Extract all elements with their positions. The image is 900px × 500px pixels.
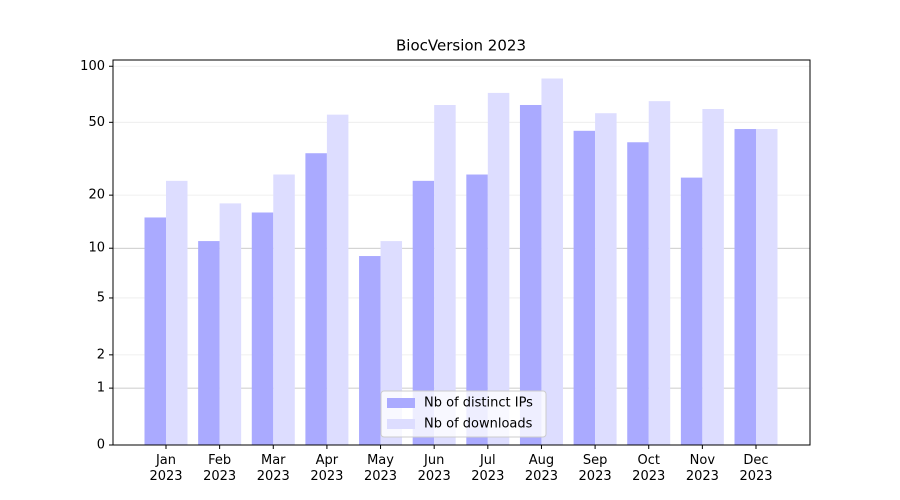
legend-label: Nb of downloads [424,417,533,432]
y-tick-label: 10 [88,241,105,256]
x-tick-label: Mar 2023 [256,453,290,484]
x-tick-label: Nov 2023 [685,453,719,484]
bar [702,108,724,445]
bar [627,142,649,445]
bar [487,92,510,446]
bar [573,130,596,446]
bar [326,114,349,445]
bar [305,153,327,445]
x-tick-label: Oct 2023 [632,453,666,484]
bar [648,101,671,445]
bar [734,129,756,445]
legend-swatch [387,398,415,408]
bar [541,78,563,446]
bar [166,180,188,445]
legend-label: Nb of distinct IPs [424,396,533,411]
x-tick-label: May 2023 [363,453,398,484]
x-tick-label: Sep 2023 [578,453,612,484]
bar [219,203,242,445]
legend: Nb of distinct IPs Nb of downloads [380,390,547,438]
chart-title: BiocVersion 2023 [396,37,526,55]
bar [595,113,617,445]
x-tick-label: Aug 2023 [524,453,558,484]
bar [756,129,778,445]
bar [680,177,703,445]
bar [434,104,456,446]
x-tick-label: Jun 2023 [417,453,451,484]
legend-swatch [387,419,415,429]
bar [519,104,542,446]
bar [198,241,220,445]
y-tick-label: 0 [97,438,105,453]
bar [144,217,166,445]
y-tick-label: 5 [97,290,105,305]
x-tick-label: Feb 2023 [203,453,237,484]
x-tick-label: Apr 2023 [310,453,344,484]
legend-box [380,390,547,438]
bar [359,256,381,445]
x-tick-label: Dec 2023 [739,453,773,484]
y-tick-label: 100 [80,59,105,74]
plot-frame [112,59,811,446]
y-tick-label: 20 [88,188,105,203]
bar [251,212,274,445]
bar [412,180,435,445]
y-tick-label: 1 [97,381,105,396]
y-tick-label: 2 [97,347,105,362]
bar [466,174,488,445]
y-tick-label: 50 [88,115,105,130]
x-tick-label: Jan 2023 [149,453,183,484]
bar [273,174,295,445]
x-tick-label: Jul 2023 [471,453,505,484]
